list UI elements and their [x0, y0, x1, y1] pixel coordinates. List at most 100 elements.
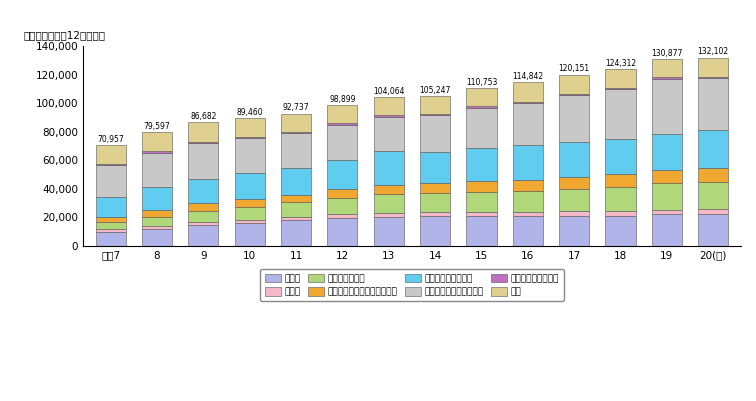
Bar — [188, 211, 218, 222]
Bar — [142, 226, 172, 229]
Bar — [95, 145, 125, 164]
Bar — [606, 211, 636, 216]
Bar — [373, 97, 404, 115]
Bar — [327, 215, 358, 218]
Bar — [188, 178, 218, 203]
Text: 110,753: 110,753 — [466, 78, 497, 87]
Bar — [652, 210, 682, 215]
Bar — [234, 173, 265, 199]
Bar — [327, 123, 358, 125]
Bar — [234, 207, 265, 220]
Bar — [142, 229, 172, 246]
Bar — [559, 142, 589, 177]
Bar — [559, 189, 589, 211]
Bar — [513, 102, 543, 103]
Bar — [606, 187, 636, 211]
Bar — [327, 218, 358, 246]
Bar — [513, 212, 543, 216]
Bar — [327, 105, 358, 123]
Text: 120,151: 120,151 — [559, 65, 590, 73]
Bar — [466, 88, 497, 106]
Bar — [95, 222, 125, 229]
Bar — [281, 168, 311, 194]
Bar — [606, 174, 636, 187]
Bar — [327, 198, 358, 215]
Bar — [606, 87, 636, 89]
Bar — [373, 185, 404, 194]
Bar — [327, 125, 358, 160]
Bar — [420, 115, 450, 152]
Bar — [698, 79, 728, 130]
Bar — [698, 209, 728, 214]
Bar — [513, 145, 543, 180]
Bar — [466, 148, 497, 181]
Bar — [373, 117, 404, 151]
Bar — [420, 183, 450, 193]
Bar — [420, 96, 450, 114]
Legend: 通信業, 放送業, 情報サービス業, 映像・音声・文字情報制作業, 情報通信関連製造業, 情報通信関連サービス業, 情報通信関連設備業, 研究: 通信業, 放送業, 情報サービス業, 映像・音声・文字情報制作業, 情報通信関連… — [260, 269, 564, 301]
Bar — [698, 214, 728, 246]
Bar — [281, 217, 311, 220]
Bar — [420, 193, 450, 212]
Bar — [95, 165, 125, 196]
Bar — [466, 212, 497, 216]
Text: （十億円、平成12年価格）: （十億円、平成12年価格） — [23, 30, 106, 41]
Bar — [188, 203, 218, 211]
Bar — [234, 223, 265, 246]
Bar — [559, 95, 589, 142]
Bar — [513, 103, 543, 145]
Text: 98,899: 98,899 — [329, 95, 355, 104]
Bar — [698, 182, 728, 209]
Bar — [420, 212, 450, 216]
Bar — [188, 222, 218, 225]
Bar — [466, 181, 497, 192]
Bar — [652, 215, 682, 246]
Bar — [234, 220, 265, 223]
Bar — [281, 113, 311, 132]
Bar — [281, 194, 311, 203]
Bar — [652, 59, 682, 77]
Bar — [95, 229, 125, 231]
Bar — [95, 217, 125, 222]
Bar — [559, 93, 589, 95]
Bar — [373, 115, 404, 117]
Bar — [234, 118, 265, 137]
Bar — [420, 216, 450, 246]
Bar — [373, 213, 404, 217]
Text: 79,597: 79,597 — [144, 122, 170, 131]
Text: 92,737: 92,737 — [283, 103, 309, 113]
Bar — [652, 77, 682, 79]
Bar — [513, 180, 543, 191]
Text: 105,247: 105,247 — [420, 86, 451, 95]
Bar — [142, 152, 172, 153]
Bar — [698, 77, 728, 79]
Bar — [606, 216, 636, 246]
Bar — [698, 168, 728, 182]
Bar — [652, 79, 682, 134]
Bar — [466, 216, 497, 246]
Bar — [559, 211, 589, 216]
Bar — [466, 192, 497, 212]
Bar — [420, 152, 450, 183]
Text: 130,877: 130,877 — [651, 49, 683, 58]
Text: 70,957: 70,957 — [98, 134, 124, 144]
Text: 114,842: 114,842 — [513, 72, 544, 81]
Bar — [188, 122, 218, 142]
Bar — [420, 114, 450, 115]
Bar — [327, 190, 358, 198]
Bar — [234, 137, 265, 138]
Bar — [513, 216, 543, 246]
Text: 89,460: 89,460 — [237, 108, 263, 117]
Text: 132,102: 132,102 — [698, 47, 729, 57]
Bar — [559, 75, 589, 93]
Bar — [559, 177, 589, 189]
Bar — [373, 151, 404, 185]
Bar — [606, 89, 636, 139]
Text: 104,064: 104,064 — [373, 87, 404, 96]
Bar — [188, 142, 218, 143]
Bar — [652, 170, 682, 183]
Bar — [513, 191, 543, 212]
Bar — [698, 58, 728, 77]
Bar — [281, 134, 311, 168]
Bar — [327, 160, 358, 190]
